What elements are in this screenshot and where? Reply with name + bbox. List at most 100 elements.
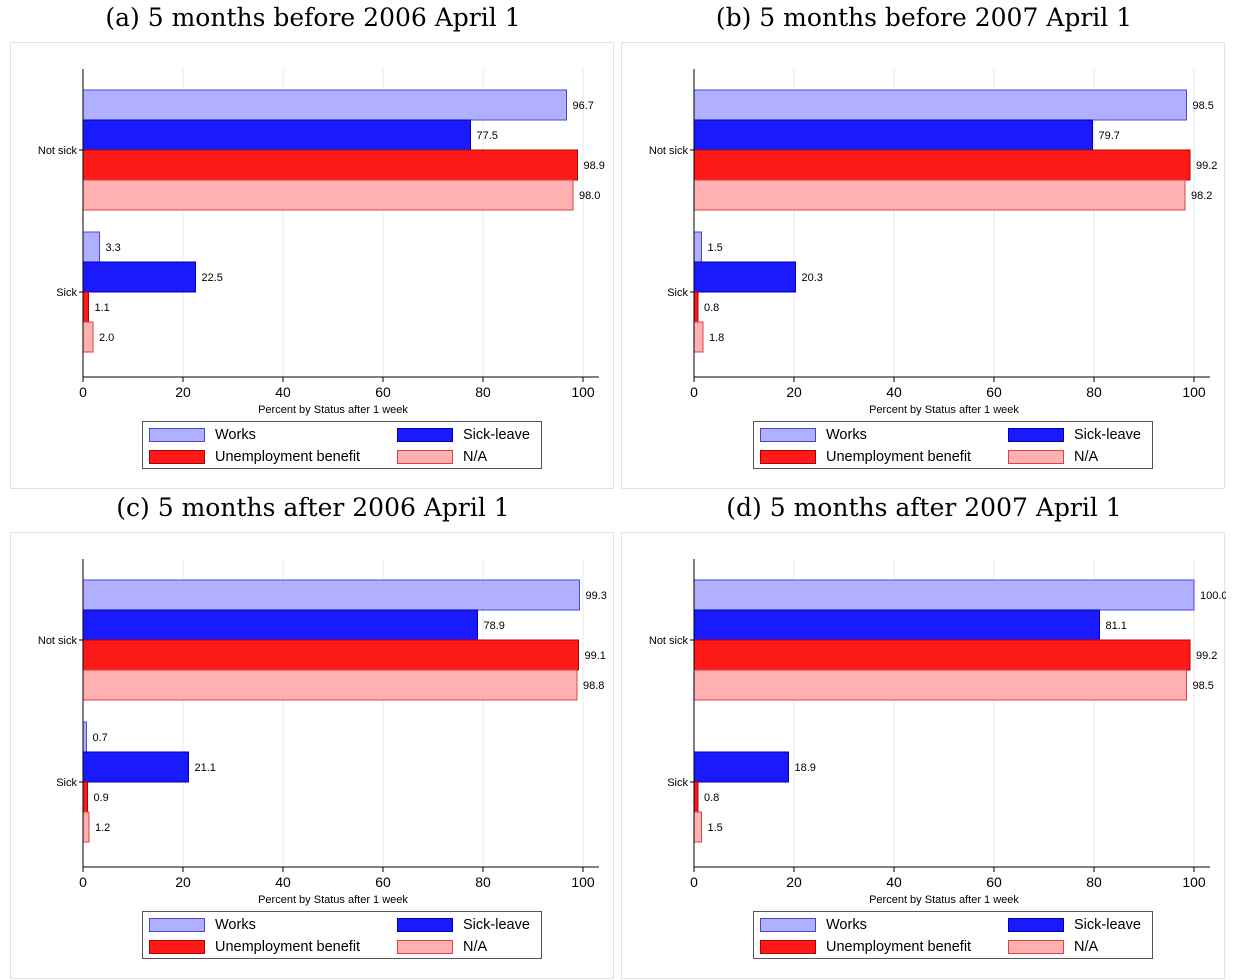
bar-unemployment-benefit bbox=[82, 291, 89, 323]
data-label: 79.7 bbox=[1099, 130, 1120, 142]
legend-swatch-unemployment-benefit bbox=[760, 940, 816, 954]
legend-swatch-na bbox=[1008, 940, 1064, 954]
data-label: 98.9 bbox=[584, 160, 605, 172]
legend-swatch-unemployment-benefit bbox=[149, 940, 205, 954]
bar-works bbox=[82, 721, 87, 753]
x-axis-label: Percent by Status after 1 week bbox=[869, 894, 1019, 906]
x-tick-label: 60 bbox=[986, 874, 1002, 890]
x-tick-label: 20 bbox=[786, 384, 802, 400]
bar-unemployment-benefit bbox=[693, 781, 699, 813]
bar-sick-leave bbox=[693, 119, 1093, 151]
category-label-sick: Sick bbox=[667, 287, 688, 299]
legend-label-works: Works bbox=[826, 917, 867, 933]
legend-label-works: Works bbox=[826, 427, 867, 443]
category-label-not-sick: Not sick bbox=[649, 635, 689, 647]
x-tick-label: 40 bbox=[886, 384, 902, 400]
bar-na bbox=[82, 811, 90, 843]
legend-label-sick-leave: Sick-leave bbox=[463, 427, 530, 443]
data-label: 21.1 bbox=[195, 762, 216, 774]
bar-na bbox=[693, 811, 702, 843]
bar-sick-leave bbox=[693, 609, 1100, 641]
legend-swatch-works bbox=[149, 428, 205, 442]
data-label: 0.8 bbox=[704, 302, 719, 314]
data-label: 98.5 bbox=[1193, 100, 1214, 112]
bar-sick-leave bbox=[82, 261, 196, 293]
chart-legend: Works Sick-leave Unemployment benefit N/… bbox=[142, 421, 542, 469]
x-tick-label: 60 bbox=[375, 874, 391, 890]
data-label: 22.5 bbox=[202, 272, 223, 284]
legend-label-na: N/A bbox=[463, 449, 488, 465]
legend-swatch-unemployment-benefit bbox=[149, 450, 205, 464]
chart-legend: Works Sick-leave Unemployment benefit N/… bbox=[753, 911, 1153, 959]
bar-na bbox=[82, 179, 574, 211]
bar-chart-plot: 100.0 81.1 99.2 98.5 Not sick 18.9 0.8 1.5 Sick 0… bbox=[649, 559, 1226, 906]
bar-chart-plot: 99.3 78.9 99.1 98.8 Not sick 0.7 21.1 0.9 1.2 Sic… bbox=[38, 559, 607, 906]
data-label: 77.5 bbox=[477, 130, 498, 142]
category-label-not-sick: Not sick bbox=[38, 635, 78, 647]
legend-label-na: N/A bbox=[1074, 939, 1099, 955]
chart-panel-a: (a) 5 months before 2006 April 1 96.7 77.… bbox=[10, 0, 616, 490]
x-tick-label: 20 bbox=[786, 874, 802, 890]
data-label: 96.7 bbox=[573, 100, 594, 112]
data-label: 18.9 bbox=[795, 762, 816, 774]
x-tick-label: 40 bbox=[275, 384, 291, 400]
bar-na bbox=[693, 669, 1187, 701]
legend-label-sick-leave: Sick-leave bbox=[463, 917, 530, 933]
data-label: 99.2 bbox=[1196, 160, 1217, 172]
x-tick-label: 100 bbox=[571, 874, 595, 890]
category-label-sick: Sick bbox=[667, 777, 688, 789]
x-tick-label: 100 bbox=[1182, 384, 1206, 400]
x-tick-label: 60 bbox=[375, 384, 391, 400]
chart-frame: 99.3 78.9 99.1 98.8 Not sick 0.7 21.1 0.9 1.2 Sic… bbox=[10, 532, 614, 979]
bar-unemployment-benefit bbox=[693, 149, 1191, 181]
category-label-sick: Sick bbox=[56, 287, 77, 299]
data-label: 98.8 bbox=[583, 680, 604, 692]
legend-swatch-na bbox=[397, 450, 453, 464]
legend-swatch-sick-leave bbox=[397, 428, 453, 442]
panel-title: (d) 5 months after 2007 April 1 bbox=[726, 493, 1122, 522]
legend-label-na: N/A bbox=[463, 939, 488, 955]
chart-panel-c: (c) 5 months after 2006 April 1 99.3 78.9… bbox=[10, 490, 616, 980]
bar-unemployment-benefit bbox=[82, 639, 579, 671]
legend-label-works: Works bbox=[215, 427, 256, 443]
data-label: 3.3 bbox=[106, 242, 121, 254]
panel-title: (a) 5 months before 2006 April 1 bbox=[105, 3, 521, 32]
data-label: 1.1 bbox=[95, 302, 110, 314]
data-label: 98.0 bbox=[579, 190, 600, 202]
data-label: 0.8 bbox=[704, 792, 719, 804]
data-label: 99.1 bbox=[585, 650, 606, 662]
category-label-sick: Sick bbox=[56, 777, 77, 789]
legend-label-works: Works bbox=[215, 917, 256, 933]
x-tick-label: 0 bbox=[690, 874, 698, 890]
bar-unemployment-benefit bbox=[693, 291, 699, 323]
data-label: 100.0 bbox=[1200, 590, 1226, 602]
bar-na bbox=[82, 669, 578, 701]
data-label: 1.5 bbox=[708, 822, 723, 834]
bar-sick-leave bbox=[82, 751, 189, 783]
data-label: 78.9 bbox=[484, 620, 505, 632]
bar-works bbox=[693, 231, 702, 263]
legend-label-na: N/A bbox=[1074, 449, 1099, 465]
bar-unemployment-benefit bbox=[82, 149, 578, 181]
data-label: 81.1 bbox=[1106, 620, 1127, 632]
chart-frame: 96.7 77.5 98.9 98.0 Not sick 3.3 22.5 1.1 2.0 Sic… bbox=[10, 42, 614, 489]
data-label: 99.3 bbox=[586, 590, 607, 602]
bar-works bbox=[693, 89, 1187, 121]
legend-label-unemployment-benefit: Unemployment benefit bbox=[826, 449, 972, 465]
chart-panel-d: (d) 5 months after 2007 April 1 100.0 81.… bbox=[621, 490, 1227, 980]
x-axis-label: Percent by Status after 1 week bbox=[258, 894, 408, 906]
bar-works bbox=[82, 579, 580, 611]
legend-swatch-works bbox=[760, 428, 816, 442]
legend-swatch-sick-leave bbox=[1008, 918, 1064, 932]
x-tick-label: 100 bbox=[1182, 874, 1206, 890]
data-label: 99.2 bbox=[1196, 650, 1217, 662]
bar-na bbox=[82, 321, 94, 353]
legend-label-unemployment-benefit: Unemployment benefit bbox=[215, 449, 361, 465]
data-label: 20.3 bbox=[802, 272, 823, 284]
chart-legend: Works Sick-leave Unemployment benefit N/… bbox=[753, 421, 1153, 469]
x-tick-label: 40 bbox=[886, 874, 902, 890]
legend-swatch-sick-leave bbox=[397, 918, 453, 932]
x-tick-label: 20 bbox=[175, 874, 191, 890]
data-label: 1.8 bbox=[709, 332, 724, 344]
bar-sick-leave bbox=[82, 609, 478, 641]
